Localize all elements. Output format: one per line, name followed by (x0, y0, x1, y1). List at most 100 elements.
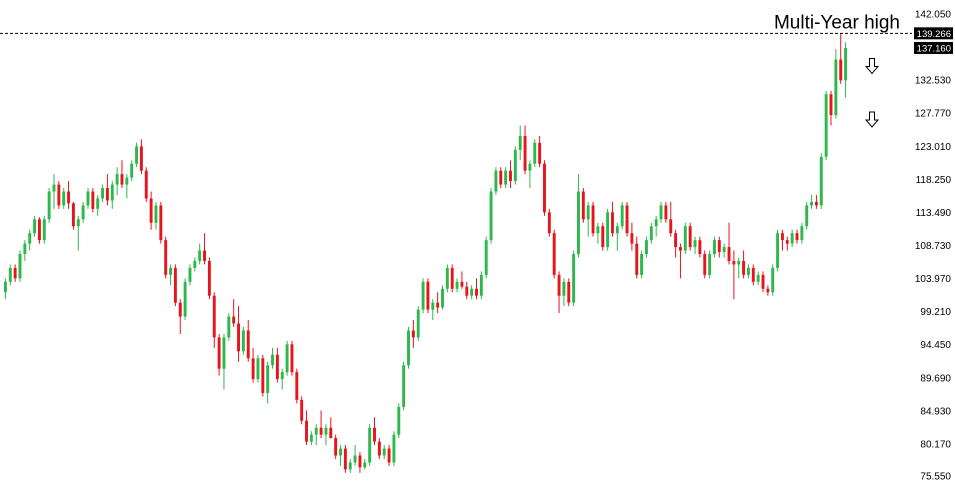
candle (96, 194, 100, 216)
y-tick-label: 80.170 (920, 439, 951, 450)
candle-body (334, 438, 338, 456)
candle (611, 201, 614, 237)
candle-body (547, 212, 551, 234)
candle-body (562, 281, 566, 296)
candle-body (373, 427, 376, 442)
candle (416, 306, 420, 341)
candle-body (212, 295, 216, 338)
candle (679, 243, 682, 279)
candle-body (839, 59, 843, 81)
candle-body (426, 281, 430, 310)
candle (824, 90, 828, 161)
candle (839, 33, 843, 84)
candle-body (504, 170, 508, 185)
candle (523, 125, 527, 175)
candle-body (824, 94, 828, 157)
candle (237, 306, 240, 362)
candle-body (470, 288, 474, 296)
candle-body (703, 254, 707, 275)
candle (577, 174, 580, 258)
candle-body (751, 267, 755, 282)
candle (105, 174, 109, 206)
candle (407, 326, 410, 369)
candle-body (135, 146, 139, 164)
candle-body (319, 427, 323, 435)
candle-body (407, 330, 410, 366)
candle-body (237, 323, 240, 352)
candle-body (256, 358, 260, 380)
candle-body (188, 267, 192, 282)
candle (28, 229, 32, 251)
candle (222, 333, 226, 390)
candle (373, 417, 376, 446)
candle-body (814, 201, 818, 206)
candle-body (742, 260, 746, 275)
candle (358, 452, 362, 473)
candle-body (761, 274, 765, 289)
candles-layer (3, 33, 848, 473)
candle-body (392, 434, 396, 463)
y-tick-label: 127.770 (915, 109, 952, 120)
candle (717, 236, 721, 258)
candle (13, 264, 17, 282)
candle-body (339, 448, 342, 456)
candle (421, 278, 425, 314)
candle (844, 42, 848, 98)
candle-body (23, 243, 27, 255)
candle (460, 271, 464, 289)
y-tick-label: 89.690 (920, 373, 951, 384)
candle-body (445, 267, 449, 289)
candle (470, 285, 474, 300)
candle-body (387, 448, 391, 463)
candle (348, 458, 352, 473)
candle (164, 236, 168, 279)
candle-body (533, 142, 537, 164)
candle-body (683, 226, 687, 251)
candle-body (86, 191, 90, 206)
candle (737, 257, 741, 279)
candle (67, 181, 71, 209)
candle-body (635, 243, 639, 275)
candle-body (431, 302, 435, 310)
candle (144, 167, 148, 202)
candle-body (382, 448, 386, 456)
candle-body (261, 358, 265, 393)
candle (513, 146, 517, 185)
candle (557, 271, 561, 314)
candle-body (57, 184, 61, 206)
current-price-tag-text: 137.160 (917, 43, 951, 54)
candle-body (159, 205, 163, 241)
candle-body (416, 309, 420, 338)
candle (319, 410, 323, 439)
candle-body (601, 226, 605, 248)
candle-body (577, 191, 580, 255)
down-arrow-icon (864, 111, 880, 128)
candle-body (645, 240, 648, 255)
candle (178, 299, 182, 334)
candle (314, 424, 318, 446)
candle-body (173, 267, 177, 303)
candle (212, 292, 216, 348)
candle-body (785, 240, 789, 244)
candle (790, 229, 794, 248)
candle-body (722, 247, 726, 252)
candle-body (669, 219, 673, 234)
candle (76, 215, 80, 251)
candle (776, 229, 780, 272)
candle (674, 229, 678, 258)
candle-body (62, 191, 66, 206)
candle-body (523, 135, 527, 171)
candle-body (766, 288, 770, 293)
y-tick-label: 113.490 (916, 208, 952, 219)
y-tick-label: 123.010 (915, 142, 952, 153)
candle (377, 438, 381, 459)
candle-body (630, 233, 634, 244)
high-price-tag-text: 139.266 (917, 29, 951, 40)
candle-body (222, 337, 226, 369)
candle (688, 222, 692, 251)
candle-body (329, 427, 333, 439)
candle-body (164, 240, 168, 275)
candle-body (227, 316, 231, 338)
candle-body (780, 233, 784, 241)
candle-body (538, 142, 542, 164)
